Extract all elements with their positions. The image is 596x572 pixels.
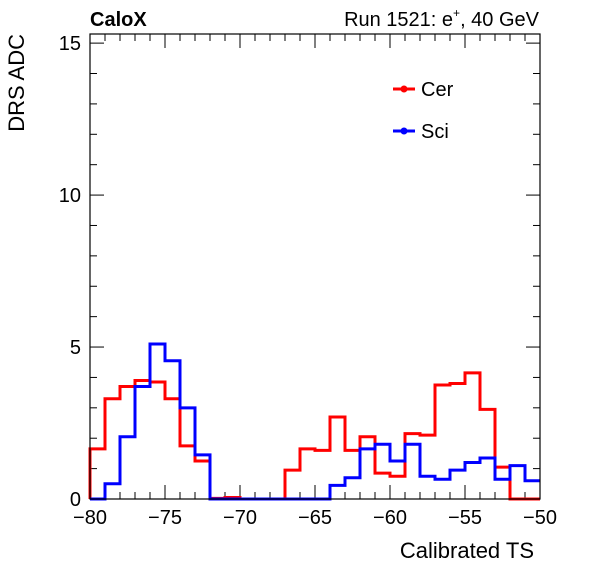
legend-cer-marker (400, 85, 408, 93)
y-tick-label: 10 (59, 185, 81, 207)
legend: Cer Sci (393, 79, 454, 143)
legend-sci-marker (400, 127, 408, 135)
x-tick-label: −60 (373, 507, 407, 529)
x-tick-label: −70 (223, 507, 257, 529)
y-tick-label: 0 (70, 489, 81, 511)
x-tick-label: −55 (448, 507, 482, 529)
histogram-series (88, 342, 540, 501)
plot-frame (89, 33, 541, 500)
series-sci-step-line (90, 342, 540, 501)
x-tick-label: −75 (148, 507, 182, 529)
run-label: Run 1521: e+, 40 GeV (344, 6, 540, 31)
legend-sci-label: Sci (421, 121, 449, 143)
legend-cer-label: Cer (421, 79, 454, 101)
y-tick-label: 15 (59, 33, 81, 55)
x-tick-label: −80 (73, 507, 107, 529)
series-cer-step-line (88, 371, 540, 501)
brand-label: CaloX (90, 9, 147, 31)
x-tick-label: −50 (523, 507, 557, 529)
y-tick-label: 5 (70, 337, 81, 359)
axis-ticks: −80 −75 −70 −65 −60 −55 −50 0 5 10 15 (59, 33, 557, 529)
x-axis-title: Calibrated TS (400, 538, 534, 563)
y-axis-title: DRS ADC (4, 34, 29, 132)
x-tick-label: −65 (298, 507, 332, 529)
